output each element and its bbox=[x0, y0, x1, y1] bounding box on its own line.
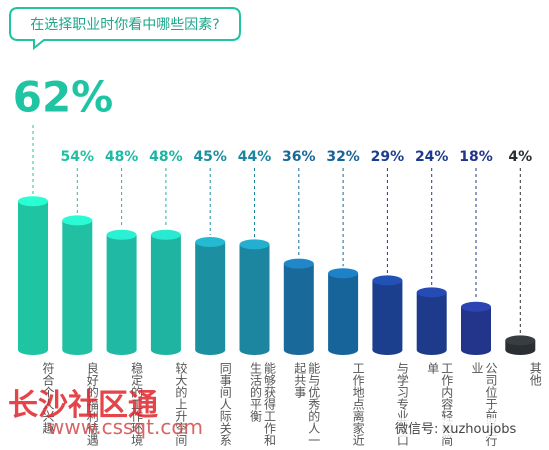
bar bbox=[18, 201, 48, 355]
chart-title: 在选择职业时你看中哪些因素? bbox=[30, 17, 219, 33]
value-label: 45% bbox=[193, 149, 227, 165]
category-label: 能与优秀的人一起共事 bbox=[292, 362, 321, 446]
category-label: 同事间人际关系 bbox=[218, 362, 233, 446]
category-label: 稳定的工作环境 bbox=[129, 362, 144, 446]
bar bbox=[461, 306, 491, 355]
category-label: 较大的上升空间 bbox=[173, 362, 188, 446]
value-label: 32% bbox=[326, 149, 360, 165]
value-label: 29% bbox=[371, 149, 405, 165]
value-label: 48% bbox=[149, 149, 183, 165]
bar-cap bbox=[150, 229, 181, 240]
value-label: 24% bbox=[415, 149, 449, 165]
bar bbox=[416, 292, 447, 355]
bar-cap bbox=[239, 239, 270, 250]
bar-cap bbox=[106, 229, 137, 240]
watermark: 微信号: xuzhoujobs bbox=[395, 418, 517, 437]
value-label: 4% bbox=[508, 149, 532, 165]
bar-cap bbox=[18, 196, 48, 207]
bar bbox=[106, 234, 137, 355]
bar bbox=[283, 263, 314, 355]
category-label: 其他 bbox=[528, 362, 543, 386]
value-label: 54% bbox=[61, 149, 95, 165]
bar-cap bbox=[416, 287, 447, 298]
bar bbox=[150, 234, 181, 355]
category-label: 工作地点离家近 bbox=[351, 362, 366, 446]
bar-cap bbox=[372, 275, 403, 286]
category-label: 良好的福利待遇 bbox=[85, 362, 100, 446]
value-label: 36% bbox=[282, 149, 316, 165]
bar bbox=[239, 244, 270, 355]
bar-cap bbox=[283, 258, 314, 269]
category-label: 能够获得工作和生活的平衡 bbox=[248, 362, 277, 446]
value-label: 48% bbox=[105, 149, 139, 165]
category-label: 符合个人兴趣 bbox=[41, 362, 55, 434]
bar bbox=[62, 220, 93, 355]
title-bubble bbox=[9, 7, 241, 51]
bar bbox=[195, 242, 226, 355]
watermark: www.cssqt.com bbox=[48, 415, 204, 439]
value-label: 18% bbox=[459, 149, 493, 165]
bar-cap bbox=[461, 301, 491, 312]
watermark: 长沙社区通 bbox=[8, 388, 158, 423]
value-label: 44% bbox=[238, 149, 272, 165]
value-label: 62% bbox=[13, 73, 114, 122]
bar bbox=[372, 280, 403, 355]
bar-cap bbox=[62, 215, 93, 226]
bar bbox=[328, 273, 359, 355]
bar-cap bbox=[328, 268, 359, 279]
bar-cap bbox=[195, 237, 226, 247]
bar-cap bbox=[505, 335, 536, 346]
